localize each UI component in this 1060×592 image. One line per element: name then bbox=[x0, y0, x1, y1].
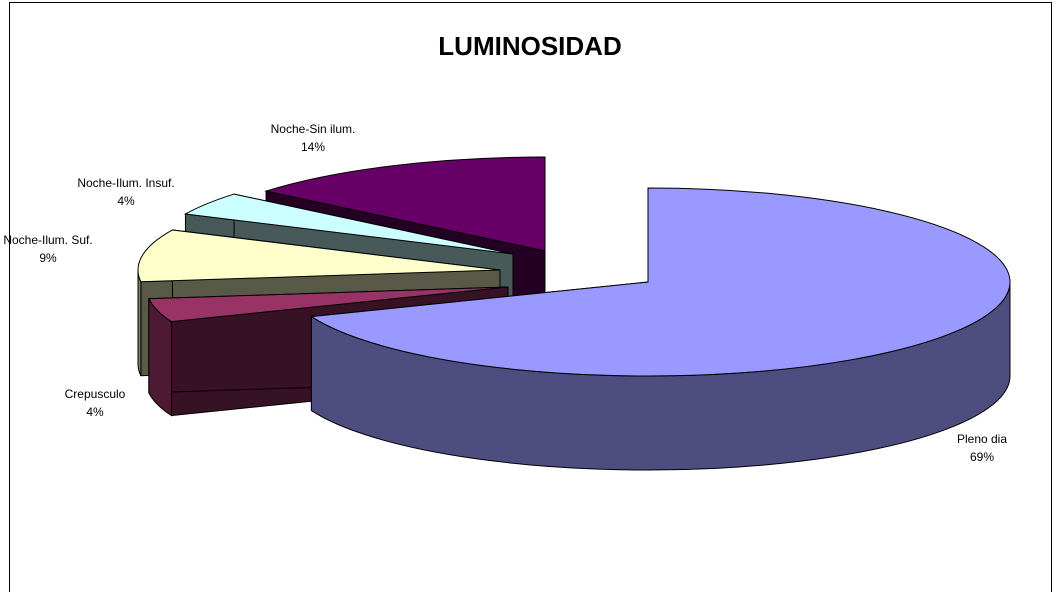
slice-value-label: 4% bbox=[117, 194, 135, 208]
slice-wall bbox=[137, 269, 142, 376]
slice-label: Pleno dia bbox=[957, 432, 1007, 446]
slice-label: Noche-Ilum. Suf. bbox=[3, 233, 92, 247]
slice-value-label: 9% bbox=[39, 251, 57, 265]
slice bbox=[148, 286, 509, 323]
slice-label: Noche-Sin ilum. bbox=[271, 122, 356, 136]
slice-label: Noche-Ilum. Insuf. bbox=[77, 176, 174, 190]
chart-title: LUMINOSIDAD bbox=[438, 31, 621, 61]
slice-value-label: 14% bbox=[301, 140, 325, 154]
slice bbox=[264, 156, 546, 252]
slice-label: Crepusculo bbox=[65, 387, 126, 401]
slice bbox=[309, 187, 1011, 377]
slice bbox=[183, 193, 514, 255]
slice bbox=[137, 229, 501, 283]
slice-value-label: 69% bbox=[970, 450, 994, 464]
slice-value-label: 4% bbox=[86, 405, 104, 419]
